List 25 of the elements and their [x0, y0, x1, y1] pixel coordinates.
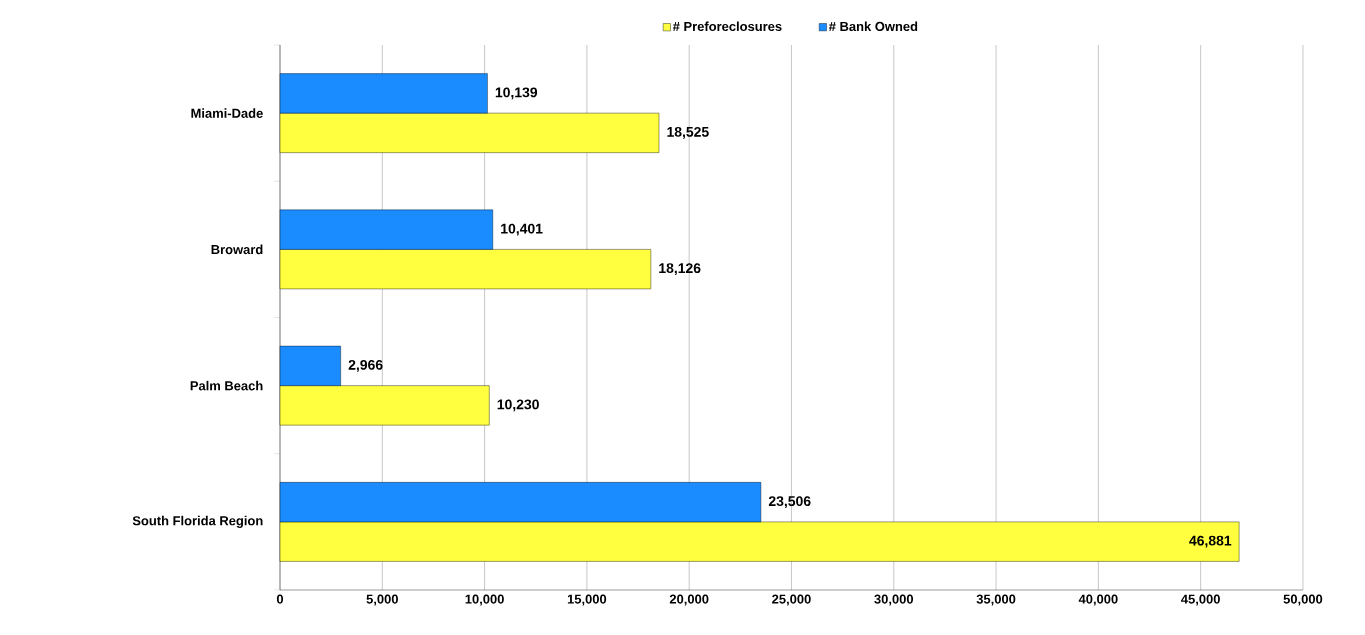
x-tick-label: 35,000 [976, 594, 1016, 606]
y-tick-label: Miami-Dade [191, 108, 263, 118]
data-label: 2,966 [348, 359, 383, 372]
y-tick-label: South Florida Region [132, 515, 263, 528]
x-tick-label: 5,000 [366, 594, 398, 606]
data-label: 10,139 [495, 87, 538, 100]
y-tick-label: Palm Beach [190, 380, 263, 391]
x-tick-label: 0 [276, 594, 284, 604]
x-tick-label: 45,000 [1181, 594, 1220, 606]
x-tick-label: 15,000 [567, 594, 607, 606]
data-label: 18,126 [659, 263, 701, 276]
data-label: 23,506 [768, 496, 811, 509]
data-label: 10,230 [497, 399, 539, 412]
data-label: 18,525 [667, 126, 709, 139]
x-tick-label: 20,000 [669, 594, 709, 606]
legend-label: # Preforeclosures [672, 21, 782, 32]
x-tick-label: 25,000 [772, 594, 811, 606]
x-tick-label: 40,000 [1078, 594, 1118, 606]
y-tick-label: Broward [211, 244, 263, 255]
data-label: 10,401 [501, 223, 543, 236]
x-tick-label: 10,000 [465, 594, 504, 606]
x-tick-label: 30,000 [874, 594, 914, 606]
x-tick-label: 50,000 [1283, 594, 1323, 606]
legend-label: # Bank Owned [828, 21, 918, 32]
data-label: 46,881 [1189, 535, 1232, 548]
